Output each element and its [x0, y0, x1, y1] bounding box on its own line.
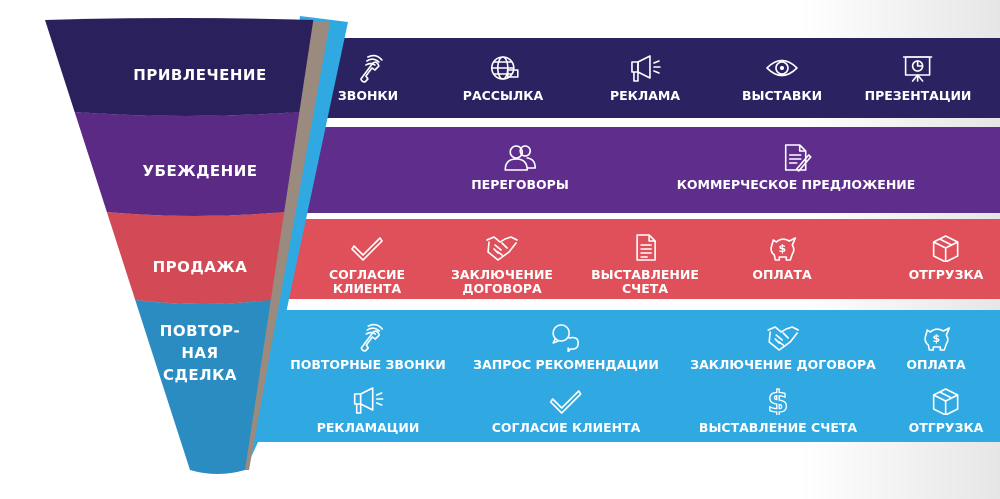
handshake-icon	[486, 236, 518, 261]
item-label: ЗАПРОС РЕКОМЕНДАЦИИ	[473, 357, 659, 372]
people-icon	[504, 145, 536, 171]
item-label: СОГЛАСИЕ КЛИЕНТА	[491, 420, 641, 435]
item-label: ВЫСТАВКИ	[741, 88, 823, 103]
item-label: ОТГРУЗКА	[908, 267, 984, 282]
svg-text:$: $	[768, 385, 789, 415]
item-label: КОММЕРЧЕСКОЕ ПРЕДЛОЖЕНИЕ	[676, 177, 916, 192]
item-label: ПОВТОРНЫЕ ЗВОНКИ	[290, 357, 446, 372]
item-label: ПЕРЕГОВОРЫ	[471, 177, 569, 192]
item-label: ЗВОНКИ	[337, 88, 399, 103]
funnel-item: СОГЛАСИЕ КЛИЕНТА	[491, 385, 641, 435]
chat-icon	[552, 324, 579, 352]
item-label: РАССЫЛКА	[462, 88, 544, 103]
item-label: ВЫСТАВЛЕНИЕ СЧЕТА	[591, 267, 699, 296]
funnel-section-sale	[106, 212, 285, 304]
funnel-item: ЗАПРОС РЕКОМЕНДАЦИИ	[473, 322, 659, 372]
funnel-section-persuasion	[74, 112, 300, 216]
eye-icon	[766, 59, 798, 77]
band-persuasion	[282, 127, 1000, 213]
funnel-item: ОТГРУЗКА	[908, 232, 984, 282]
funnel-item: $ ОПЛАТА	[906, 322, 966, 372]
stage-label-sale: ПРОДАЖА	[152, 258, 248, 276]
stage-label-attraction: ПРИВЛЕЧЕНИЕ	[133, 66, 267, 84]
funnel-item: РЕКЛАМАЦИИ	[316, 385, 420, 435]
funnel-item: $ ВЫСТАВЛЕНИЕ СЧЕТА	[699, 385, 857, 435]
check-icon	[550, 390, 582, 414]
handshake-icon	[767, 326, 799, 351]
funnel-item: ВЫСТАВЛЕНИЕ СЧЕТА	[591, 232, 699, 296]
megaphone-icon	[354, 387, 384, 414]
funnel-item: РЕКЛАМА	[610, 53, 680, 103]
phone-icon	[360, 323, 383, 352]
funnel-item: ЗАКЛЮЧЕНИЕ ДОГОВОРА	[451, 232, 553, 296]
funnel-item: ПРЕЗЕНТАЦИИ	[864, 53, 972, 103]
stage-label-persuasion: УБЕЖДЕНИЕ	[142, 162, 258, 180]
funnel-item: ВЫСТАВКИ	[742, 53, 822, 103]
globe-mail-icon	[491, 56, 519, 80]
item-label: ОПЛАТА	[906, 357, 966, 372]
piggy-bank-icon: $	[770, 237, 796, 261]
box-icon	[933, 235, 959, 262]
document-pen-icon	[785, 144, 812, 172]
piggy-bank-icon: $	[924, 327, 950, 351]
funnel-item: ПОВТОРНЫЕ ЗВОНКИ	[290, 322, 446, 372]
funnel-item: ЗАКЛЮЧЕНИЕ ДОГОВОРА	[690, 322, 876, 372]
funnel-item: КОММЕРЧЕСКОЕ ПРЕДЛОЖЕНИЕ	[676, 142, 916, 192]
invoice-icon	[636, 234, 656, 261]
svg-text:$: $	[778, 242, 786, 255]
item-label: ОПЛАТА	[752, 267, 812, 282]
item-label: ОТГРУЗКА	[908, 420, 984, 435]
item-label: ЗАКЛЮЧЕНИЕ ДОГОВОРА	[690, 357, 876, 372]
funnel-item: $ ОПЛАТА	[752, 232, 812, 282]
item-label: ВЫСТАВЛЕНИЕ СЧЕТА	[698, 420, 858, 435]
funnel-item: СОГЛАСИЕ КЛИЕНТА	[329, 232, 405, 296]
stage-label-repeat-deal: ПОВТОР- НАЯ СДЕЛКА	[159, 322, 241, 384]
item-label: ЗАКЛЮЧЕНИЕ ДОГОВОРА	[451, 267, 553, 296]
band-repeat-deal	[236, 310, 1000, 442]
item-label: СОГЛАСИЕ КЛИЕНТА	[329, 267, 405, 296]
band-sale	[268, 219, 1000, 299]
funnel-item: ЗВОНКИ	[338, 53, 398, 103]
funnel-back	[245, 16, 348, 470]
funnel-item: РАССЫЛКА	[463, 53, 543, 103]
item-label: РЕКЛАМАЦИИ	[316, 420, 420, 435]
item-label: РЕКЛАМА	[609, 88, 681, 103]
dollar-icon: $	[767, 385, 789, 415]
funnel-section-attraction	[45, 18, 314, 116]
funnel-item: ПЕРЕГОВОРЫ	[471, 142, 569, 192]
megaphone-icon	[631, 55, 661, 82]
funnel-item: ОТГРУЗКА	[908, 385, 984, 435]
box-icon	[933, 388, 959, 415]
item-label: ПРЕЗЕНТАЦИИ	[864, 88, 972, 103]
funnel-section-repeat-deal	[135, 300, 271, 474]
presentation-icon	[903, 56, 933, 82]
phone-icon	[360, 54, 383, 83]
svg-text:$: $	[932, 332, 940, 345]
check-icon	[351, 237, 383, 261]
